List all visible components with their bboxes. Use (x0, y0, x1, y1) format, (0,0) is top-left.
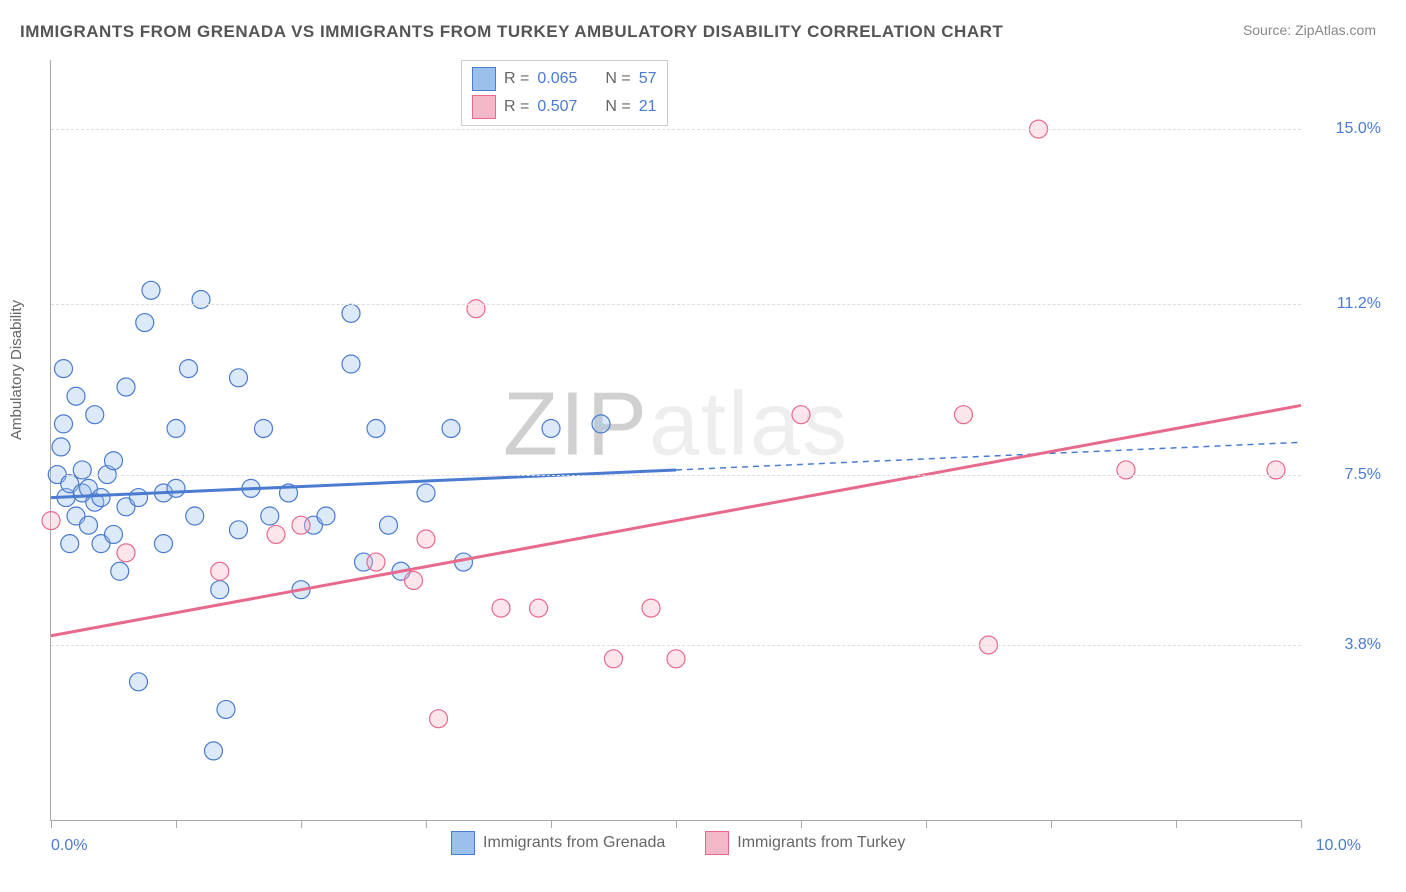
data-point (261, 507, 279, 525)
gridline (51, 645, 1301, 646)
data-point (167, 419, 185, 437)
data-point (492, 599, 510, 617)
x-tick (176, 820, 177, 828)
data-point (267, 525, 285, 543)
data-point (530, 599, 548, 617)
data-point (80, 516, 98, 534)
y-tick-label: 15.0% (1311, 120, 1381, 138)
data-point (205, 742, 223, 760)
data-point (417, 530, 435, 548)
data-point (86, 406, 104, 424)
data-point (136, 314, 154, 332)
x-tick (801, 820, 802, 828)
data-point (417, 484, 435, 502)
data-point (467, 300, 485, 318)
x-axis-min-label: 0.0% (51, 837, 87, 855)
gridline (51, 129, 1301, 130)
data-point (217, 700, 235, 718)
data-point (955, 406, 973, 424)
x-axis-max-label: 10.0% (1316, 837, 1361, 855)
series-legend: Immigrants from Grenada Immigrants from … (451, 831, 905, 855)
y-tick-label: 7.5% (1311, 466, 1381, 484)
data-point (117, 378, 135, 396)
data-point (105, 452, 123, 470)
data-point (230, 521, 248, 539)
data-point (367, 553, 385, 571)
chart-title: IMMIGRANTS FROM GRENADA VS IMMIGRANTS FR… (20, 22, 1003, 42)
source-attribution: Source: ZipAtlas.com (1243, 22, 1376, 38)
data-point (592, 415, 610, 433)
data-point (55, 415, 73, 433)
x-tick (51, 820, 52, 828)
gridline (51, 304, 1301, 305)
data-point (142, 281, 160, 299)
y-axis-label: Ambulatory Disability (8, 300, 25, 440)
x-tick (301, 820, 302, 828)
data-point (55, 360, 73, 378)
data-point (130, 489, 148, 507)
data-point (1267, 461, 1285, 479)
x-tick (1301, 820, 1302, 828)
data-point (192, 291, 210, 309)
data-point (105, 525, 123, 543)
data-point (380, 516, 398, 534)
data-point (255, 419, 273, 437)
legend-swatch-turkey-icon (705, 831, 729, 855)
data-point (111, 562, 129, 580)
x-tick (1051, 820, 1052, 828)
data-point (52, 438, 70, 456)
x-tick (551, 820, 552, 828)
x-tick (676, 820, 677, 828)
data-point (117, 544, 135, 562)
data-point (167, 479, 185, 497)
x-tick (1176, 820, 1177, 828)
data-point (642, 599, 660, 617)
data-point (130, 673, 148, 691)
data-point (342, 304, 360, 322)
scatter-plot-area: ZIPatlas R = 0.065 N = 57 R = 0.507 N = … (50, 60, 1301, 821)
legend-label-turkey: Immigrants from Turkey (737, 834, 905, 852)
data-point (92, 489, 110, 507)
x-tick (426, 820, 427, 828)
data-point (367, 419, 385, 437)
data-point (186, 507, 204, 525)
y-tick-label: 11.2% (1311, 295, 1381, 313)
y-tick-label: 3.8% (1311, 636, 1381, 654)
data-point (42, 512, 60, 530)
data-point (73, 461, 91, 479)
data-point (230, 369, 248, 387)
x-tick (926, 820, 927, 828)
trend-line-extension (676, 442, 1301, 470)
legend-label-grenada: Immigrants from Grenada (483, 834, 665, 852)
data-point (155, 535, 173, 553)
data-point (211, 562, 229, 580)
data-point (211, 581, 229, 599)
legend-swatch-grenada-icon (451, 831, 475, 855)
data-point (61, 535, 79, 553)
data-point (180, 360, 198, 378)
data-point (405, 571, 423, 589)
data-point (605, 650, 623, 668)
data-point (292, 516, 310, 534)
data-point (67, 387, 85, 405)
plot-svg (51, 60, 1301, 820)
data-point (667, 650, 685, 668)
gridline (51, 475, 1301, 476)
data-point (442, 419, 460, 437)
data-point (792, 406, 810, 424)
data-point (430, 710, 448, 728)
data-point (317, 507, 335, 525)
data-point (342, 355, 360, 373)
data-point (1117, 461, 1135, 479)
data-point (542, 419, 560, 437)
